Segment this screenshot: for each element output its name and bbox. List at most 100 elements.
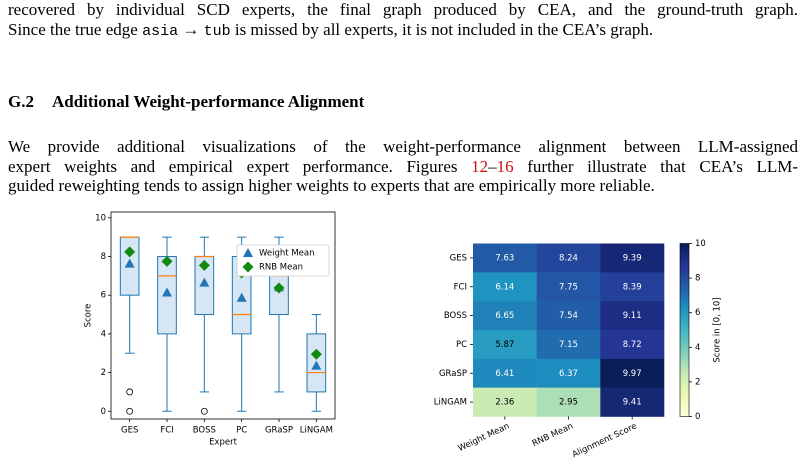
mean-marker bbox=[199, 277, 210, 287]
mean-marker bbox=[310, 348, 322, 360]
mean-marker bbox=[273, 282, 285, 294]
colorbar-tick-label: 0 bbox=[695, 412, 700, 422]
colorbar-tick-label: 2 bbox=[695, 377, 700, 387]
text: Since the true edge bbox=[8, 20, 143, 39]
colorbar-label: Score in [0, 10] bbox=[713, 297, 723, 362]
mean-marker bbox=[236, 292, 247, 302]
y-tick-label: 0 bbox=[101, 407, 106, 417]
x-tick-label: GES bbox=[121, 426, 138, 436]
heatmap-cell bbox=[536, 358, 601, 388]
cell-label: 7.15 bbox=[559, 340, 578, 350]
heatmap-cell bbox=[600, 330, 665, 360]
text: – bbox=[488, 157, 497, 176]
code: asia bbox=[142, 23, 179, 40]
section-title: Additional Weight-performance Alignment bbox=[51, 92, 365, 111]
section-number: G.2 bbox=[8, 92, 34, 111]
x-tick-label: GRaSP bbox=[265, 426, 293, 436]
outlier bbox=[126, 407, 134, 415]
text-line: guided reweighting tends to assign highe… bbox=[8, 176, 798, 196]
text: guided reweighting tends to assign highe… bbox=[8, 176, 655, 195]
cell-label: 6.37 bbox=[559, 369, 578, 379]
row-label: GES bbox=[450, 253, 467, 263]
heatmap-cell bbox=[536, 272, 601, 302]
mean-marker bbox=[124, 258, 135, 268]
heatmap-cell bbox=[473, 330, 537, 360]
cell-label: 8.72 bbox=[623, 340, 642, 350]
cell-label: 9.39 bbox=[623, 253, 642, 263]
colorbar-tick-label: 6 bbox=[695, 308, 700, 318]
x-axis-label: Expert bbox=[209, 438, 238, 448]
column-label: Weight Mean bbox=[457, 421, 512, 454]
cell-label: 2.95 bbox=[559, 398, 578, 408]
outlier bbox=[126, 388, 134, 396]
x-tick-label: FCI bbox=[160, 426, 173, 436]
legend-label: RNB Mean bbox=[259, 263, 303, 273]
column-label: RNB Mean bbox=[531, 421, 575, 449]
text-line: Since the true edge asia → tub is missed… bbox=[8, 20, 798, 42]
y-tick-label: 10 bbox=[95, 213, 106, 223]
legend-label: Weight Mean bbox=[259, 249, 314, 259]
cell-label: 6.14 bbox=[495, 282, 514, 292]
heatmap-cell bbox=[473, 243, 537, 273]
heatmap-cell bbox=[600, 243, 665, 273]
mean-marker bbox=[198, 259, 210, 271]
legend-frame bbox=[236, 244, 330, 277]
x-tick-label: PC bbox=[236, 426, 247, 436]
cell-label: 7.54 bbox=[559, 311, 578, 321]
text: We provide additional visualizations of … bbox=[8, 137, 798, 156]
cell-label: 9.41 bbox=[623, 398, 642, 408]
row-label: BOSS bbox=[444, 311, 467, 321]
text: further illustrate that CEA’s LLM- bbox=[513, 157, 798, 176]
cell-label: 6.41 bbox=[495, 369, 514, 379]
colorbar-tick-label: 8 bbox=[695, 274, 700, 284]
cell-label: 7.63 bbox=[495, 253, 514, 263]
row-label: FCI bbox=[454, 282, 467, 292]
colorbar-tick-label: 4 bbox=[695, 343, 700, 353]
outlier bbox=[200, 407, 208, 415]
heatmap-cell bbox=[600, 272, 665, 302]
heatmap-cell bbox=[536, 387, 601, 417]
heatmap-cell bbox=[473, 358, 537, 388]
y-tick-label: 6 bbox=[101, 291, 106, 301]
figure-link[interactable]: 16 bbox=[496, 157, 514, 176]
text: is missed by all experts, it is not incl… bbox=[230, 20, 654, 39]
row-label: GRaSP bbox=[439, 369, 467, 379]
text: recovered by individual SCD experts, the… bbox=[8, 0, 798, 19]
cell-label: 6.65 bbox=[495, 311, 514, 321]
cell-label: 5.87 bbox=[495, 340, 514, 350]
plot-frame bbox=[110, 211, 336, 420]
x-tick-label: BOSS bbox=[193, 426, 216, 436]
mean-marker bbox=[124, 246, 136, 258]
column-label: Alignment Score bbox=[571, 421, 639, 460]
heatmap-cell bbox=[473, 272, 537, 302]
cell-label: 7.75 bbox=[559, 282, 578, 292]
colorbar bbox=[679, 243, 690, 417]
mean-marker bbox=[162, 287, 172, 297]
y-tick-label: 2 bbox=[101, 368, 106, 378]
figure-link[interactable]: 12 bbox=[471, 157, 489, 176]
legend-marker bbox=[242, 261, 254, 273]
cell-label: 8.39 bbox=[623, 282, 642, 292]
row-label: LiNGAM bbox=[434, 398, 467, 408]
heatmap-cell bbox=[600, 387, 665, 417]
text-line: We provide additional visualizations of … bbox=[8, 137, 798, 157]
cell-label: 9.11 bbox=[623, 311, 642, 321]
y-tick-label: 4 bbox=[101, 329, 106, 339]
text-line: expert weights and empirical expert perf… bbox=[8, 157, 798, 177]
legend-marker bbox=[243, 248, 253, 257]
heatmap-cell bbox=[536, 243, 601, 273]
cell-label: 8.24 bbox=[559, 253, 578, 263]
heatmap-cell bbox=[536, 301, 601, 331]
heatmap-cell bbox=[473, 301, 537, 331]
cell-label: 9.97 bbox=[623, 369, 642, 379]
row-label: PC bbox=[456, 340, 467, 350]
y-tick-label: 8 bbox=[101, 252, 106, 262]
cell-label: 2.36 bbox=[495, 398, 514, 408]
mean-marker bbox=[311, 360, 322, 370]
mean-marker bbox=[161, 255, 173, 267]
heatmap-cell bbox=[536, 330, 601, 360]
colorbar-tick-label: 10 bbox=[695, 239, 706, 249]
heatmap-cell bbox=[600, 358, 665, 388]
